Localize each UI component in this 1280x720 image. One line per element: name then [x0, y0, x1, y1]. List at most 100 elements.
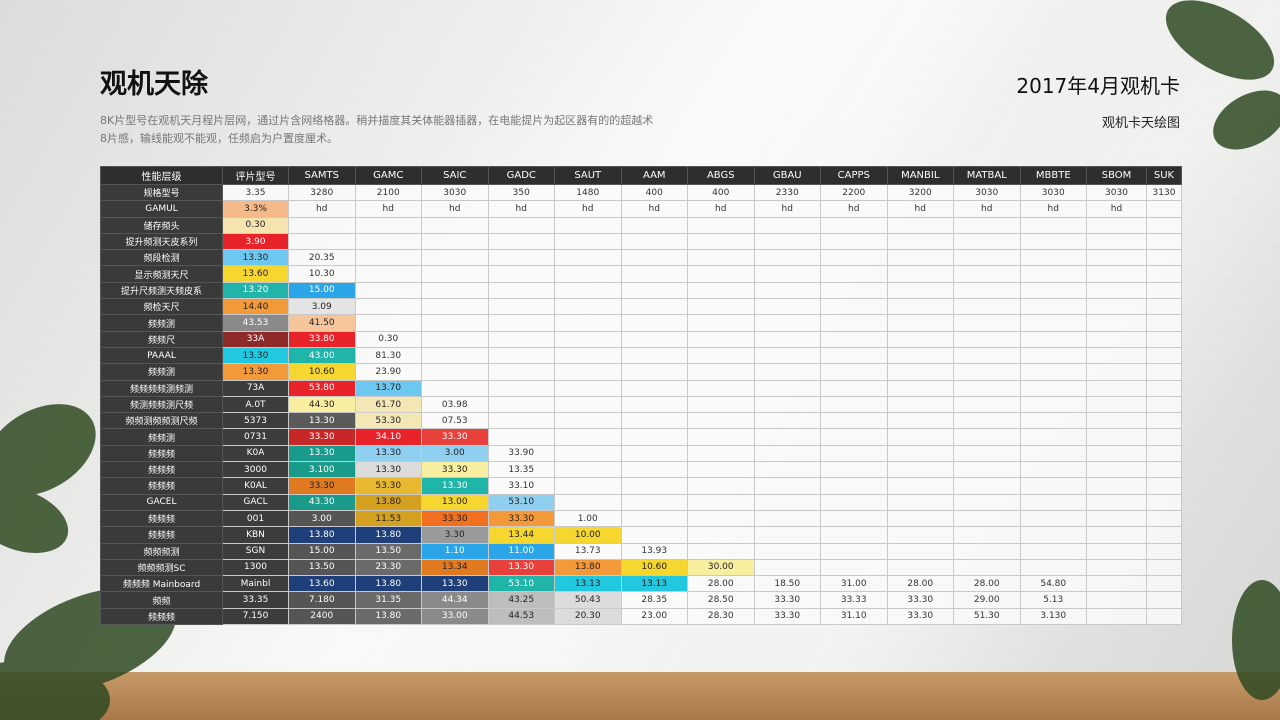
cell: 2400 [288, 607, 356, 626]
empty-cell [753, 558, 821, 577]
empty-cell [1146, 607, 1182, 626]
empty-cell [1019, 363, 1087, 381]
empty-cell [886, 542, 954, 560]
empty-cell [1019, 249, 1087, 267]
row-label: GAMUL [100, 200, 223, 218]
cell: 33.33 [820, 591, 888, 609]
empty-cell [1086, 575, 1147, 593]
empty-cell [554, 477, 622, 495]
cell: 33.30 [886, 591, 954, 609]
column-header: CAPPS [820, 166, 888, 185]
empty-cell [554, 232, 622, 251]
empty-cell [953, 412, 1021, 430]
empty-cell [1019, 461, 1087, 479]
empty-cell [753, 216, 821, 234]
empty-cell [620, 526, 688, 544]
row-label: 频频尺 [100, 330, 223, 348]
row: PAAAL 13.30 43.00 81.30 [100, 346, 1182, 365]
empty-cell [820, 542, 888, 560]
empty-cell [953, 314, 1021, 332]
empty-cell [886, 281, 954, 300]
cell: 31.10 [820, 607, 888, 626]
cell: 13.50 [354, 542, 422, 560]
cell: 13.80 [288, 526, 356, 544]
cell: 3.00 [288, 509, 356, 528]
cell: hd [1086, 200, 1147, 218]
empty-cell [1086, 477, 1147, 495]
empty-cell [554, 461, 622, 479]
empty-cell [753, 265, 821, 283]
row-label: 频频频频测频测 [100, 379, 223, 397]
empty-cell [886, 444, 954, 463]
empty-cell [421, 363, 489, 381]
empty-cell [620, 379, 688, 397]
cell: 13.30 [222, 346, 289, 365]
empty-cell [687, 526, 755, 544]
cell: 13.30 [487, 558, 555, 577]
empty-cell [820, 298, 888, 316]
empty-cell [687, 346, 755, 365]
cell: hd [753, 200, 821, 218]
empty-cell [1086, 314, 1147, 332]
cell: 13.80 [354, 526, 422, 544]
cell: 53.10 [487, 575, 555, 593]
cell: 13.30 [421, 477, 489, 495]
cell: 3.90 [222, 232, 289, 251]
cell: 33.30 [753, 591, 821, 609]
column-header: SAUT [554, 166, 622, 185]
row-label: 规格型号 [100, 183, 223, 202]
empty-cell [421, 330, 489, 348]
cell: 51.30 [953, 607, 1021, 626]
cell: hd [354, 200, 422, 218]
empty-cell [354, 314, 422, 332]
row-label: 提升频测天皮系列 [100, 232, 223, 251]
empty-cell [753, 461, 821, 479]
empty-cell [1019, 298, 1087, 316]
row-label: 频频频 [100, 444, 223, 463]
empty-cell [687, 379, 755, 397]
empty-cell [620, 265, 688, 283]
cell: 28.30 [687, 607, 755, 626]
empty-cell [687, 265, 755, 283]
row-label: 频频测 [100, 314, 223, 332]
empty-cell [886, 249, 954, 267]
empty-cell [1019, 395, 1087, 414]
empty-cell [1146, 363, 1182, 381]
empty-cell [620, 281, 688, 300]
empty-cell [354, 281, 422, 300]
empty-cell [953, 363, 1021, 381]
empty-cell [753, 330, 821, 348]
cell: 3030 [421, 183, 489, 202]
cell: hd [886, 200, 954, 218]
column-header: SUK [1146, 166, 1182, 185]
cell: 53.30 [354, 477, 422, 495]
cell: 33.90 [487, 444, 555, 463]
empty-cell [886, 477, 954, 495]
empty-cell [687, 249, 755, 267]
empty-cell [487, 395, 555, 414]
row: 显示频测天尺 13.60 10.30 [100, 265, 1182, 283]
empty-cell [1146, 477, 1182, 495]
empty-cell [953, 558, 1021, 577]
empty-cell [1019, 281, 1087, 300]
cell: 81.30 [354, 346, 422, 365]
empty-cell [1146, 298, 1182, 316]
cell: 33.00 [421, 607, 489, 626]
row: GACEL GACL 43.30 13.80 13.00 53.10 [100, 493, 1182, 511]
row: 频频频 K0AL 33.30 53.30 13.30 33.10 [100, 477, 1182, 495]
cell: 13.80 [354, 493, 422, 511]
empty-cell [687, 509, 755, 528]
cell: 03.98 [421, 395, 489, 414]
empty-cell [1086, 591, 1147, 609]
empty-cell [1146, 509, 1182, 528]
row: 频频频 001 3.00 11.53 33.30 33.30 1.00 [100, 509, 1182, 528]
empty-cell [886, 412, 954, 430]
empty-cell [687, 363, 755, 381]
cell: 33.10 [487, 477, 555, 495]
cell: 2100 [354, 183, 422, 202]
empty-cell [1086, 542, 1147, 560]
table: 性能层级 评片型号 SAMTS GAMC SAIC GADC SAUT AAM ABGS GBAU… [100, 166, 1182, 626]
row-label: 储存频头 [100, 216, 223, 234]
cell: 30.00 [687, 558, 755, 577]
